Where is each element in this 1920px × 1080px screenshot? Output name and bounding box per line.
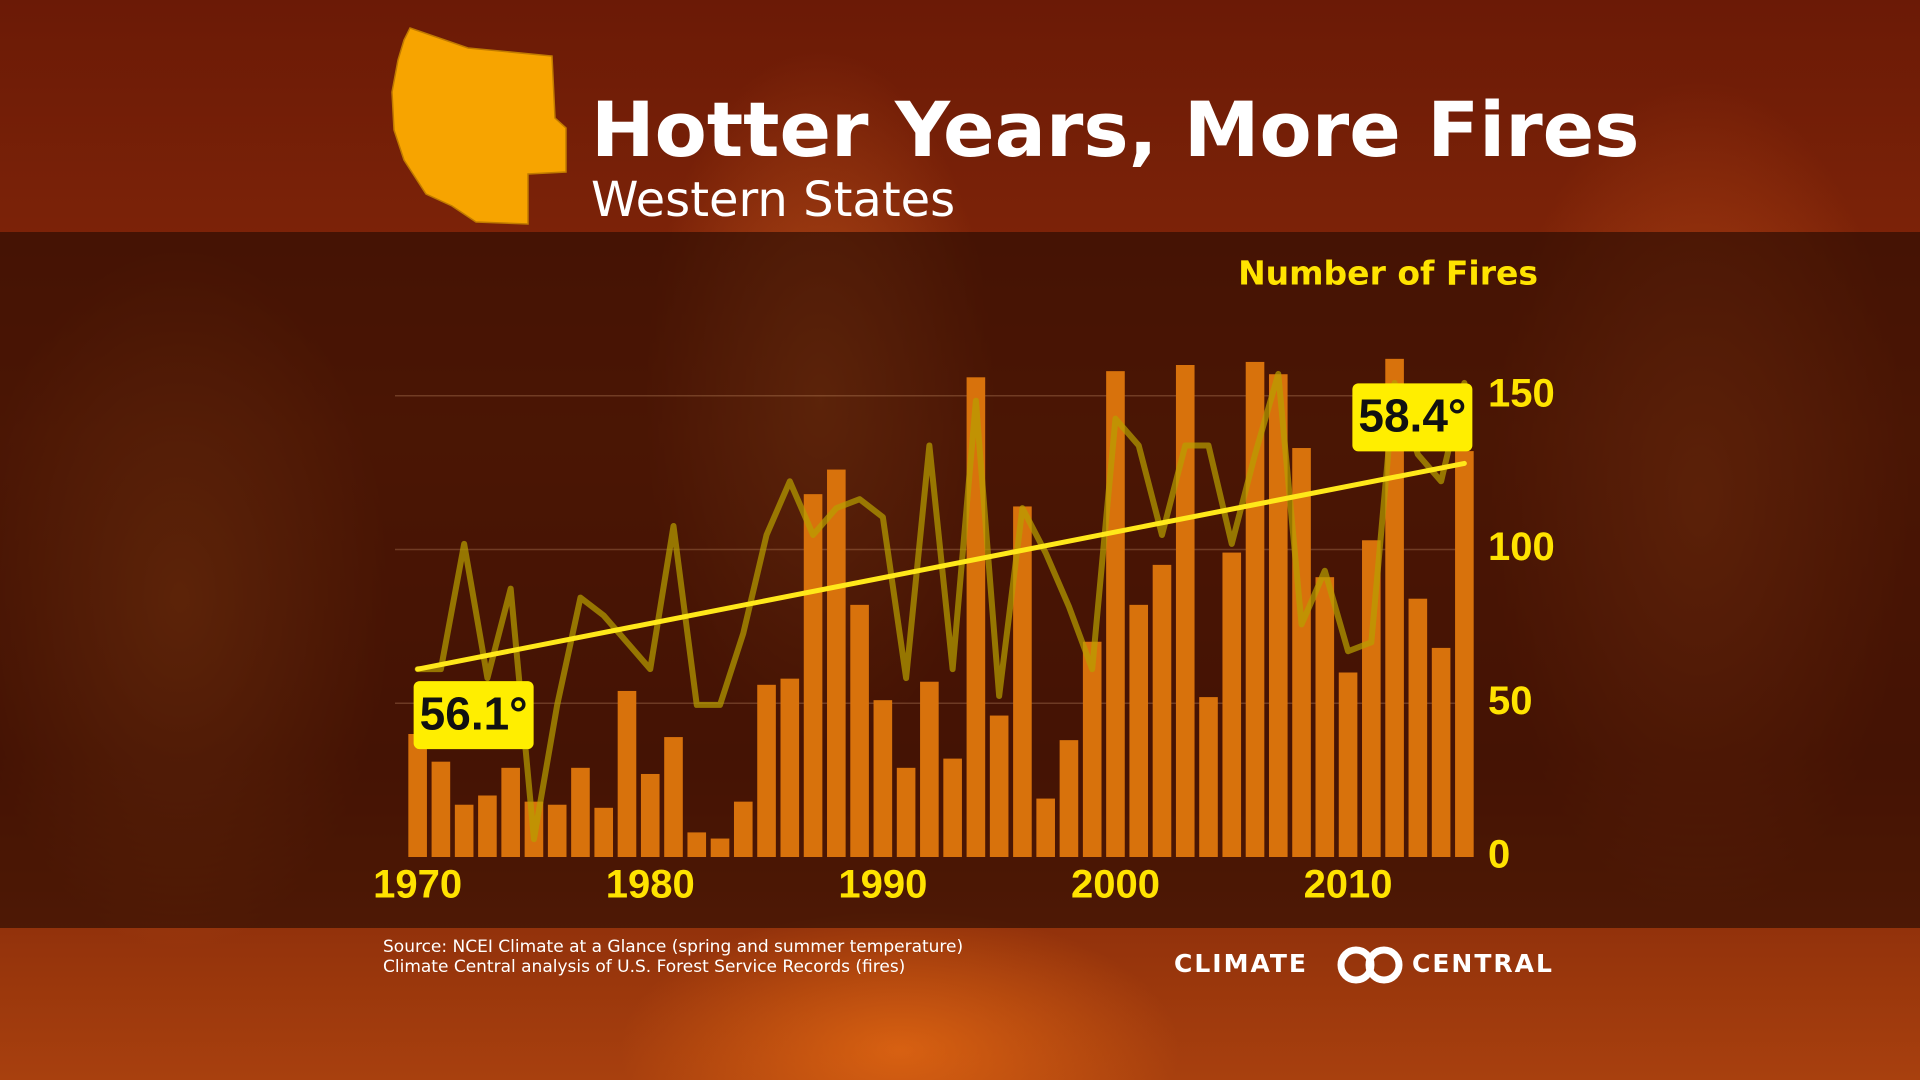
bar: [1199, 697, 1218, 857]
bar: [571, 767, 590, 857]
bar: [1385, 358, 1404, 857]
bar: [1175, 365, 1195, 857]
bar: [1082, 641, 1102, 857]
chart-subtitle: Western States: [591, 172, 955, 228]
bar: [454, 804, 474, 857]
x-tick-label: 2010: [1304, 863, 1393, 907]
value-label-box: [1352, 383, 1473, 452]
brand-text: CLIMATE: [1174, 949, 1308, 978]
bar: [594, 807, 614, 857]
x-tick-label: 1970: [373, 863, 462, 907]
bar: [501, 767, 520, 857]
bar: [408, 734, 427, 857]
bar: [687, 832, 707, 857]
bar: [1129, 604, 1149, 857]
bar: [1013, 506, 1032, 857]
bar: [896, 767, 916, 857]
x-tick-label: 2000: [1071, 863, 1160, 907]
bar: [1245, 361, 1265, 857]
bar: [989, 715, 1009, 857]
bar: [1338, 672, 1358, 857]
bar: [1036, 798, 1055, 857]
x-tick-label: 1990: [838, 863, 927, 907]
bar: [1431, 647, 1451, 857]
bar: [1315, 577, 1335, 857]
bar: [547, 804, 567, 857]
brand-text: CENTRAL: [1412, 949, 1554, 978]
bar: [1408, 598, 1428, 857]
bar: [943, 758, 962, 857]
bar: [431, 761, 451, 857]
x-tick-label: 1980: [606, 863, 695, 907]
bar: [710, 838, 730, 857]
bar: [850, 604, 869, 857]
y-tick-label: 0: [1488, 833, 1510, 877]
chart-title: Hotter Years, More Fires: [591, 85, 1639, 174]
bar: [664, 737, 683, 857]
bar: [733, 801, 753, 857]
bar: [827, 469, 846, 857]
y-tick-label: 50: [1488, 679, 1533, 723]
y-tick-label: 100: [1488, 525, 1555, 569]
bar: [1292, 448, 1311, 857]
bar: [1059, 740, 1079, 857]
value-label: 56.1°: [420, 687, 528, 739]
source-line: Source: NCEI Climate at a Glance (spring…: [383, 937, 963, 957]
bar: [478, 795, 497, 857]
y-axis-title: Number of Fires: [1238, 254, 1538, 293]
source-line: Climate Central analysis of U.S. Forest …: [383, 957, 905, 977]
value-label: 58.4°: [1358, 390, 1466, 442]
bar: [780, 678, 800, 857]
bar: [1455, 451, 1474, 857]
y-tick-label: 150: [1488, 371, 1555, 415]
bar: [803, 494, 823, 857]
bar: [1152, 564, 1172, 857]
bar: [1222, 552, 1242, 857]
brand-logo: [1365, 946, 1403, 984]
bar: [640, 773, 660, 857]
bar: [757, 684, 776, 857]
bar: [1268, 374, 1288, 857]
bar: [617, 690, 637, 857]
bar: [873, 700, 893, 857]
value-label-box: [413, 681, 534, 750]
trend-line: [415, 460, 1467, 672]
bar: [920, 681, 939, 857]
map-icon: [391, 27, 567, 225]
